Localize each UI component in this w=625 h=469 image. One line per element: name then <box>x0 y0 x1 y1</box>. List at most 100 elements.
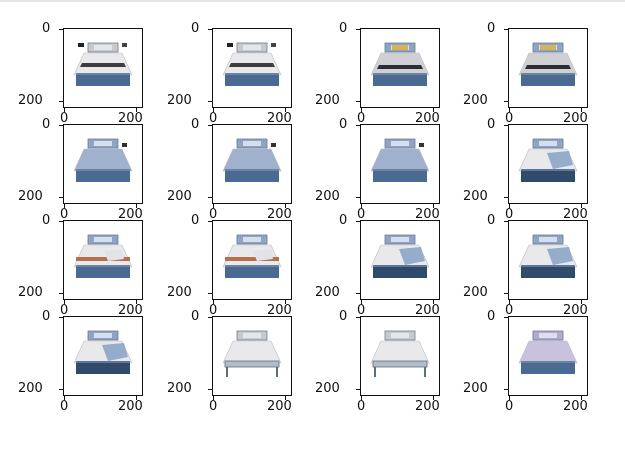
y-tickmark <box>208 101 212 102</box>
y-tickmark <box>504 29 508 30</box>
y-tick-label-200: 200 <box>18 285 43 300</box>
x-tickmark <box>433 300 434 304</box>
x-tick-label-0: 0 <box>505 111 514 126</box>
x-tickmark <box>433 396 434 400</box>
y-tick-label-200: 200 <box>463 381 488 396</box>
y-tickmark <box>208 197 212 198</box>
subplot-7 <box>360 124 440 204</box>
y-tickmark <box>59 389 63 390</box>
x-tickmark <box>509 396 510 400</box>
subplot-6 <box>212 124 292 204</box>
x-tick-label-0: 0 <box>60 303 69 318</box>
y-tickmark <box>504 125 508 126</box>
subplot-12 <box>508 220 588 300</box>
x-tick-label-0: 0 <box>209 303 218 318</box>
x-tickmark <box>509 204 510 208</box>
x-tick-label-0: 0 <box>357 207 366 222</box>
y-tickmark <box>504 101 508 102</box>
y-tickmark <box>504 293 508 294</box>
subplot-8 <box>508 124 588 204</box>
x-tickmark <box>136 300 137 304</box>
y-tick-label-0: 0 <box>487 213 496 228</box>
x-tick-label-200: 200 <box>118 207 143 222</box>
x-tick-label-200: 200 <box>415 207 440 222</box>
x-tickmark <box>361 108 362 112</box>
bed-image <box>518 138 578 182</box>
y-tick-label-0: 0 <box>191 213 200 228</box>
x-tick-label-200: 200 <box>563 111 588 126</box>
y-tickmark <box>59 221 63 222</box>
x-tick-label-0: 0 <box>357 303 366 318</box>
x-tick-label-0: 0 <box>209 207 218 222</box>
y-tickmark <box>208 293 212 294</box>
y-tickmark <box>59 317 63 318</box>
y-tickmark <box>59 125 63 126</box>
x-tickmark <box>285 108 286 112</box>
x-tick-label-200: 200 <box>118 111 143 126</box>
y-tick-label-200: 200 <box>463 285 488 300</box>
bed-image <box>73 138 133 182</box>
y-tick-label-0: 0 <box>487 309 496 324</box>
y-tickmark <box>356 125 360 126</box>
bed-image <box>370 42 430 86</box>
x-tickmark <box>285 300 286 304</box>
y-tick-label-0: 0 <box>339 309 348 324</box>
y-tickmark <box>356 221 360 222</box>
x-tick-label-0: 0 <box>505 399 514 414</box>
y-tick-label-200: 200 <box>167 93 192 108</box>
x-tick-label-0: 0 <box>357 399 366 414</box>
y-tick-label-0: 0 <box>42 309 51 324</box>
x-tickmark <box>64 396 65 400</box>
x-tickmark <box>581 108 582 112</box>
x-tick-label-200: 200 <box>267 303 292 318</box>
y-tickmark <box>59 293 63 294</box>
subplot-14 <box>212 316 292 396</box>
y-tick-label-0: 0 <box>42 21 51 36</box>
bed-image <box>222 234 282 278</box>
x-tick-label-0: 0 <box>357 111 366 126</box>
x-tickmark <box>213 300 214 304</box>
x-tickmark <box>361 204 362 208</box>
y-tick-label-200: 200 <box>167 285 192 300</box>
subplot-3 <box>360 28 440 108</box>
x-tick-label-0: 0 <box>209 111 218 126</box>
y-tick-label-200: 200 <box>315 189 340 204</box>
y-tickmark <box>356 29 360 30</box>
subplot-15 <box>360 316 440 396</box>
y-tick-label-200: 200 <box>18 93 43 108</box>
subplot-2 <box>212 28 292 108</box>
x-tick-label-200: 200 <box>563 399 588 414</box>
y-tick-label-200: 200 <box>167 381 192 396</box>
x-tickmark <box>136 204 137 208</box>
x-tick-label-0: 0 <box>505 303 514 318</box>
x-tickmark <box>136 108 137 112</box>
y-tickmark <box>208 221 212 222</box>
bed-image <box>370 138 430 182</box>
y-tick-label-0: 0 <box>339 213 348 228</box>
bed-image <box>518 330 578 374</box>
subplot-1 <box>63 28 143 108</box>
x-tick-label-0: 0 <box>60 111 69 126</box>
x-tickmark <box>509 300 510 304</box>
y-tickmark <box>59 101 63 102</box>
bed-image <box>222 138 282 182</box>
x-tickmark <box>213 396 214 400</box>
bed-image <box>73 234 133 278</box>
y-tickmark <box>59 197 63 198</box>
x-tickmark <box>64 300 65 304</box>
subplot-13 <box>63 316 143 396</box>
y-tickmark <box>208 389 212 390</box>
x-tickmark <box>136 396 137 400</box>
y-tickmark <box>356 317 360 318</box>
x-tick-label-200: 200 <box>563 303 588 318</box>
bed-image <box>73 42 133 86</box>
y-tick-label-200: 200 <box>463 93 488 108</box>
x-tick-label-200: 200 <box>118 303 143 318</box>
x-tickmark <box>433 204 434 208</box>
x-tickmark <box>361 300 362 304</box>
y-tickmark <box>504 197 508 198</box>
y-tick-label-200: 200 <box>315 93 340 108</box>
x-tick-label-200: 200 <box>415 399 440 414</box>
y-tick-label-200: 200 <box>463 189 488 204</box>
x-tick-label-200: 200 <box>563 207 588 222</box>
